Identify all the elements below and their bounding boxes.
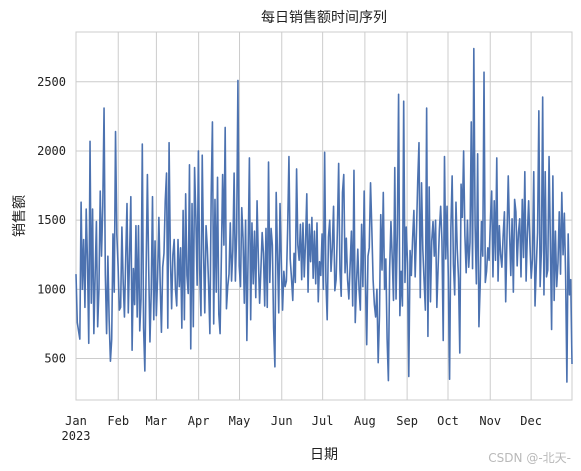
x-tick-label: Dec	[520, 414, 542, 428]
x-tick-label: Sep	[396, 414, 418, 428]
y-tick-label: 500	[44, 351, 66, 365]
chart-title: 每日销售额时间序列	[261, 10, 387, 26]
x-tick-label: Feb	[107, 414, 129, 428]
x-tick-label: Jun	[271, 414, 293, 428]
y-tick-label: 2000	[37, 144, 66, 158]
x-tick-sublabel: 2023	[62, 429, 91, 443]
y-tick-label: 2500	[37, 75, 66, 89]
y-axis-label: 销售额	[12, 195, 28, 237]
x-axis-label: 日期	[310, 447, 338, 463]
x-tick-label: Mar	[146, 414, 168, 428]
y-tick-label: 1500	[37, 213, 66, 227]
y-axis-ticks: 500 1000 1500 2000 2500	[37, 75, 66, 366]
x-tick-label: Nov	[479, 414, 501, 428]
x-tick-label: Apr	[188, 414, 210, 428]
x-tick-label: May	[229, 414, 251, 428]
x-tick-label: Jan	[65, 414, 87, 428]
x-tick-label: Aug	[354, 414, 376, 428]
x-tick-label: Oct	[437, 414, 459, 428]
series-line	[75, 47, 573, 383]
y-tick-label: 1000	[37, 282, 66, 296]
watermark-text: CSDN @-北天-	[488, 451, 571, 465]
x-tick-label: Jul	[312, 414, 334, 428]
